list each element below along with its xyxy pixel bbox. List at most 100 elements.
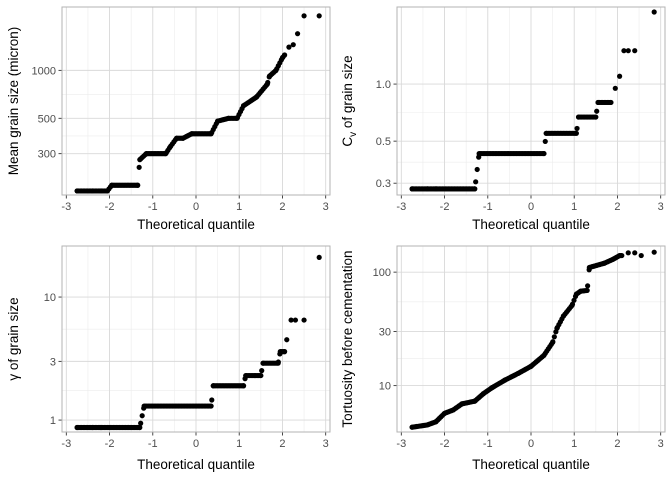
data-point [489, 385, 495, 391]
y-axis-title: Tortuosity before cementation [340, 250, 355, 427]
data-point [282, 52, 288, 58]
x-tick-label: 1 [571, 438, 577, 450]
x-tick-label: -3 [61, 201, 71, 213]
x-axis-title: Theoretical quantile [137, 217, 255, 232]
x-tick-label: 3 [658, 438, 664, 450]
data-point [573, 130, 579, 136]
data-point [253, 94, 260, 100]
y-tick-label: 100 [373, 267, 391, 279]
x-tick-label: 0 [528, 201, 534, 213]
data-point [409, 424, 415, 430]
data-point [569, 302, 575, 308]
data-point [288, 317, 294, 323]
x-tick-label: 3 [323, 201, 329, 213]
x-tick-label: 0 [193, 201, 199, 213]
y-tick-label: 500 [38, 113, 56, 125]
data-point [210, 383, 216, 389]
x-tick-label: 1 [236, 438, 242, 450]
data-point [541, 352, 547, 358]
data-point [424, 422, 430, 428]
qq-panel-4: -3 -2 -1 0 1 2 3 10 30 100 Theoretical quantile Tor… [340, 245, 666, 472]
data-point [541, 150, 547, 157]
x-tick-label: -1 [148, 438, 158, 450]
data-point [578, 288, 584, 294]
y-axis-title: γ of grain size [6, 297, 21, 380]
data-point [89, 188, 95, 194]
y-tick-label: 1.0 [376, 79, 391, 91]
data-point [180, 135, 186, 141]
x-tick-label: -1 [483, 201, 493, 213]
data-point [215, 118, 221, 124]
data-point [163, 151, 169, 157]
data-point [141, 403, 147, 409]
panel-border [61, 6, 331, 196]
data-point [571, 297, 577, 303]
x-tick-label: -2 [105, 438, 115, 450]
data-point [208, 403, 214, 409]
data-point [610, 256, 616, 262]
data-point [109, 182, 115, 188]
y-tick-label: 300 [38, 149, 56, 161]
data-point [137, 157, 143, 163]
data-point [433, 186, 439, 192]
data-points [74, 254, 322, 431]
data-point [98, 424, 104, 431]
data-point [575, 114, 582, 120]
data-point [104, 188, 110, 194]
data-point [625, 250, 631, 256]
data-point [480, 391, 487, 397]
data-point [301, 317, 307, 323]
y-axis-title: Mean grain size (micron) [6, 27, 21, 176]
data-point [594, 108, 600, 114]
data-point [89, 424, 95, 431]
data-point [143, 151, 149, 157]
data-point [74, 424, 80, 431]
data-point [74, 188, 80, 194]
x-axis-title: Theoretical quantile [472, 217, 590, 232]
x-tick-label: -3 [396, 438, 406, 450]
data-point [472, 398, 478, 404]
y-tick-label: 1 [50, 415, 56, 427]
data-point [441, 410, 448, 416]
qq-panel-2: -3 -2 -1 0 1 2 3 0.3 0.5 1.0 Theoretical quantile C… [340, 6, 666, 232]
data-point [240, 383, 247, 389]
data-point [137, 424, 143, 431]
y-tick-label: 1000 [32, 65, 56, 77]
data-point [138, 420, 144, 426]
x-tick-label: -3 [61, 438, 71, 450]
data-point [573, 291, 579, 297]
panel-border [61, 245, 331, 433]
data-point [260, 360, 266, 366]
data-point [136, 164, 142, 170]
data-point [608, 99, 614, 106]
panel-border [396, 245, 666, 433]
x-tick-label: 2 [614, 201, 620, 213]
data-point [301, 13, 307, 19]
data-point [316, 254, 322, 261]
x-tick-label: -1 [483, 438, 493, 450]
data-point [264, 81, 270, 87]
data-point [189, 131, 195, 137]
data-point [619, 252, 625, 259]
data-point [584, 287, 590, 294]
data-point [208, 131, 214, 137]
x-tick-label: 2 [614, 438, 620, 450]
data-point [173, 135, 180, 141]
data-point [290, 42, 296, 48]
data-point [209, 397, 215, 403]
y-tick-label: 10 [379, 381, 391, 393]
x-tick-label: 3 [323, 438, 329, 450]
x-axis-title: Theoretical quantile [472, 457, 590, 472]
y-tick-label: 3 [50, 356, 56, 368]
data-point [294, 31, 301, 37]
data-point [554, 325, 560, 331]
data-point [139, 413, 145, 419]
x-tick-label: 0 [193, 438, 199, 450]
data-point [433, 419, 439, 425]
data-point [585, 283, 591, 289]
x-axis-title: Theoretical quantile [137, 457, 255, 472]
data-point [282, 349, 288, 355]
data-point [543, 130, 549, 136]
data-point [632, 48, 638, 54]
